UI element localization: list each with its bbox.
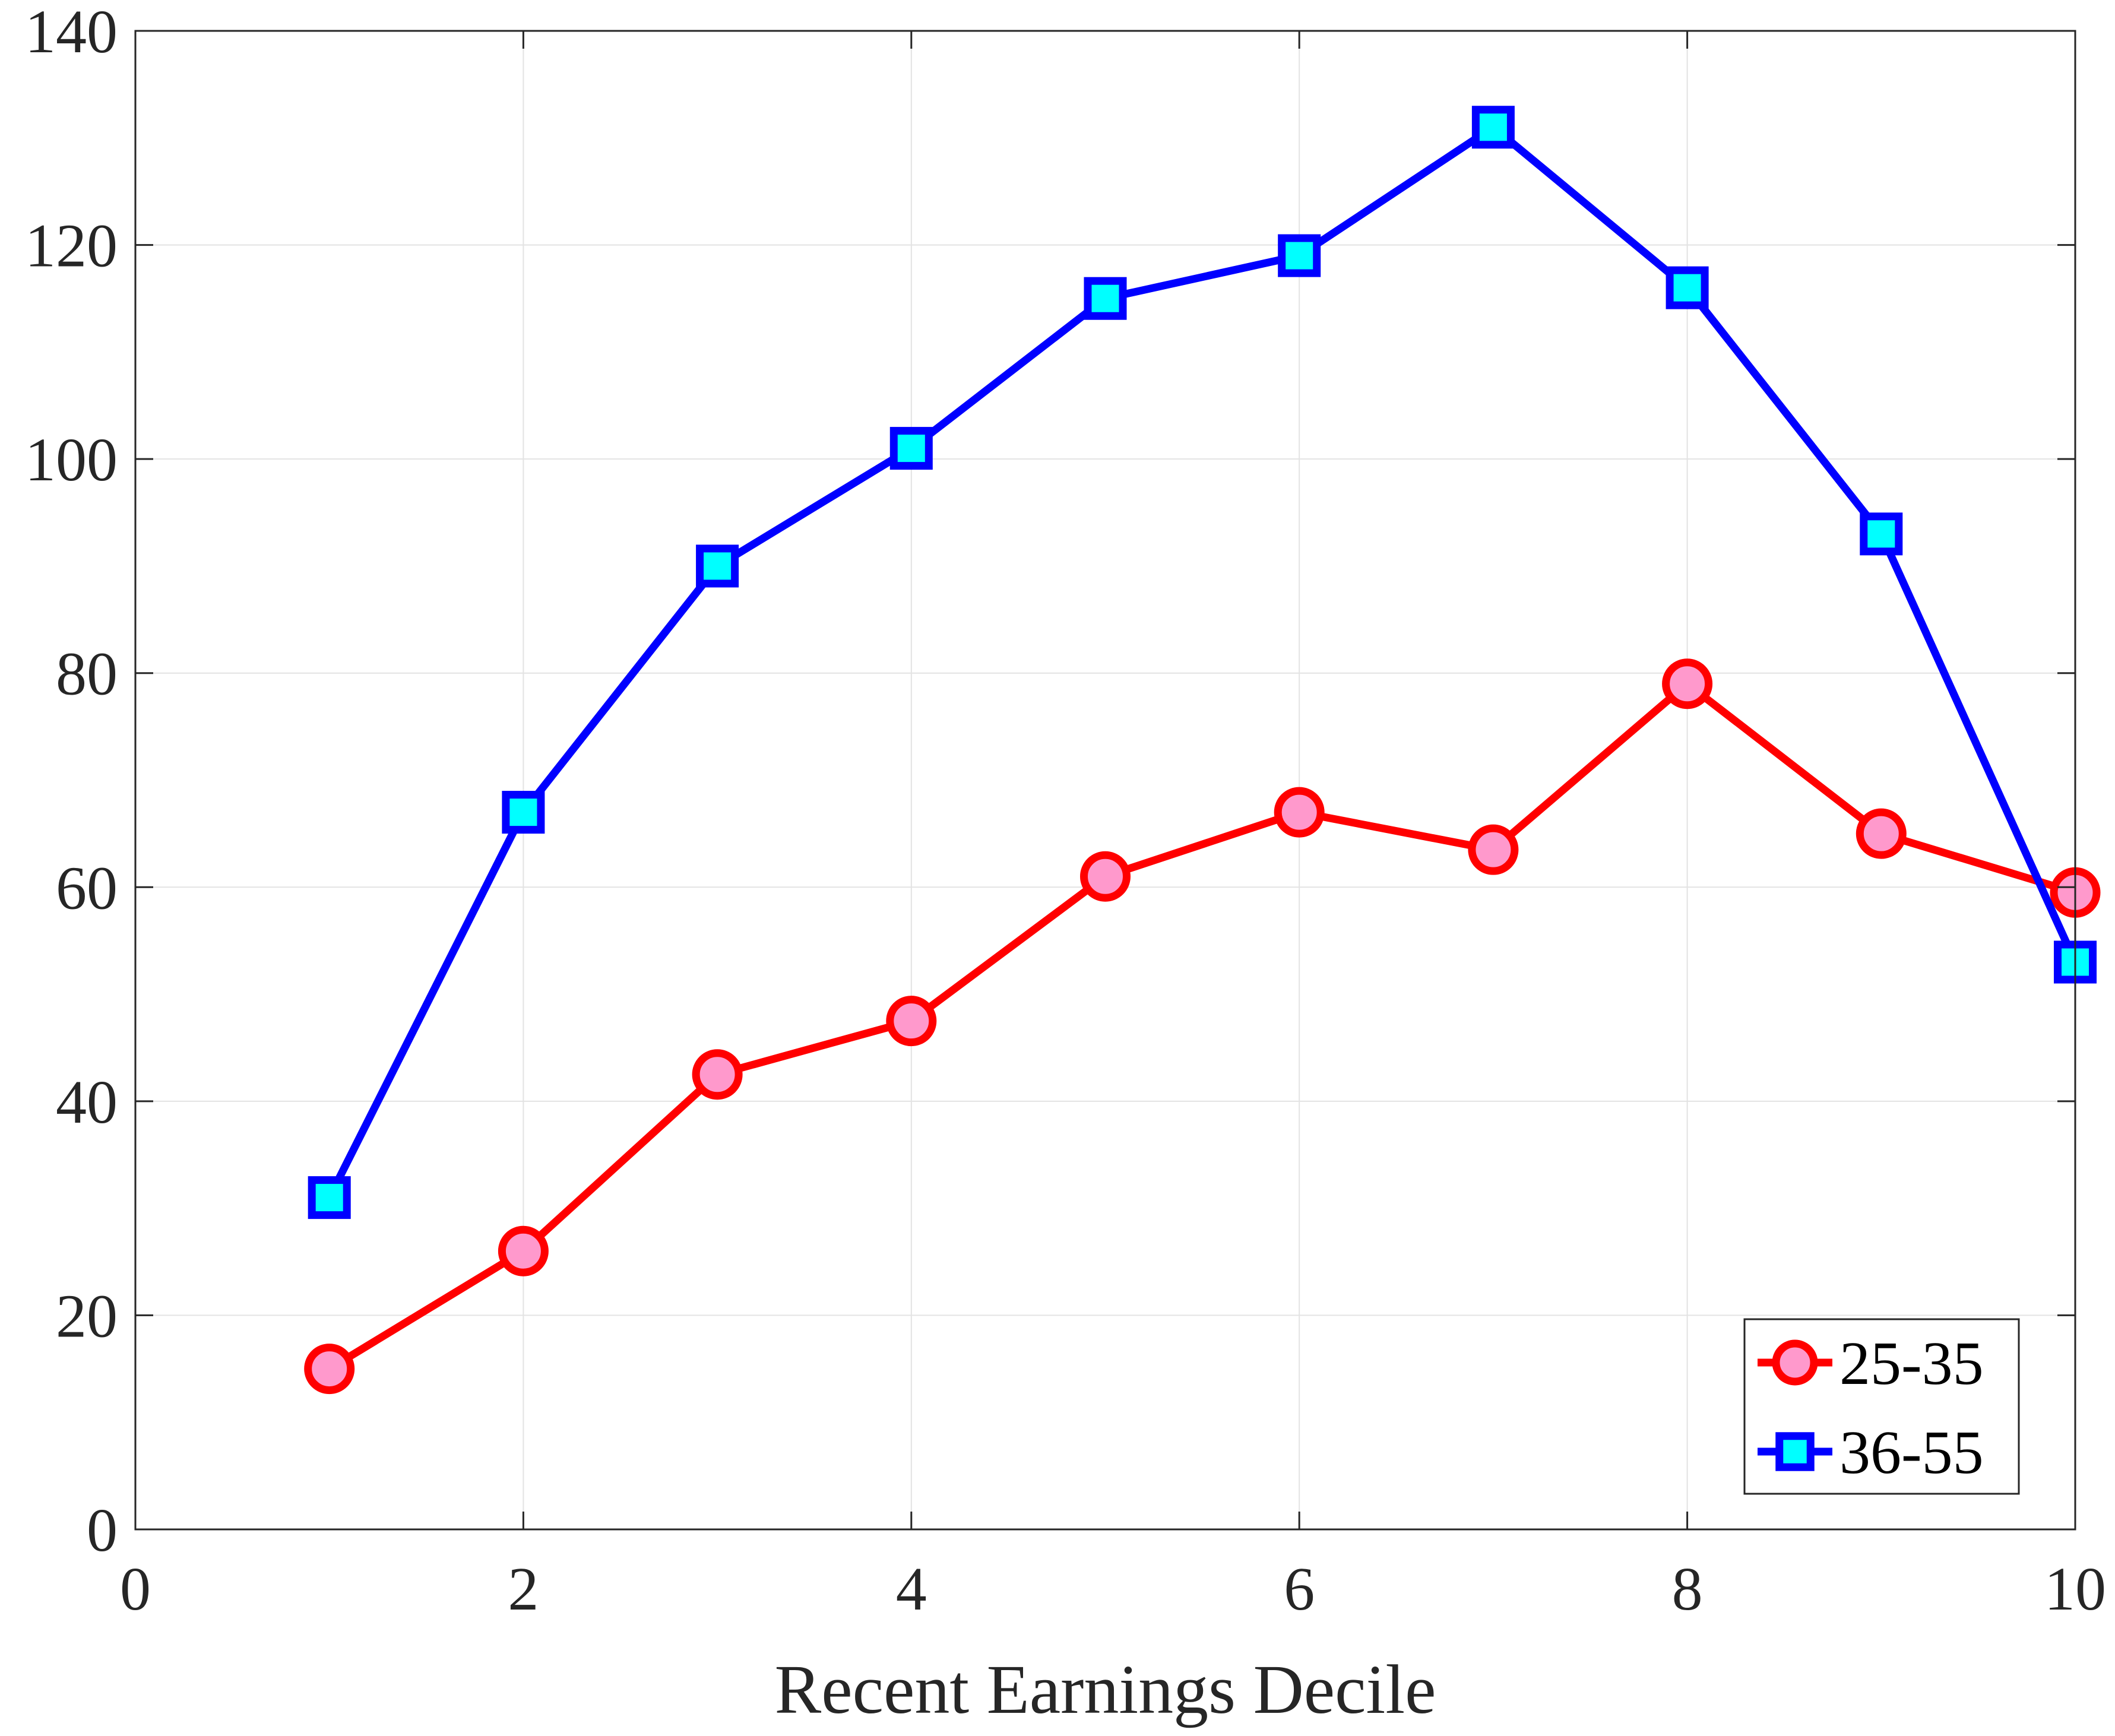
x-tick-label: 6 [1284,1555,1315,1623]
x-tick-label: 10 [2044,1555,2106,1623]
data-point-square [1860,512,1903,556]
y-tick-label: 100 [25,426,118,494]
legend-label: 36-55 [1839,1418,1984,1487]
data-point-circle [498,1225,549,1276]
axis-ticks [134,30,2076,1531]
data-point-circle [692,1049,743,1100]
data-point-circle [1856,808,1907,859]
y-tick-label: 120 [25,212,118,280]
data-point-square [889,427,933,470]
data-point-square [1471,106,1515,149]
plot-area-frame [134,30,2076,1531]
series-group [304,106,2101,1395]
grid-lines [135,31,2075,1529]
data-point-circle [1468,824,1519,875]
data-point-circle [1772,1339,1818,1386]
data-point-circle [1662,658,1713,709]
x-tick-label: 2 [508,1555,539,1623]
data-point-square [1775,1432,1815,1471]
x-axis-label: Recent Earnings Decile [775,1651,1436,1728]
y-tick-label: 140 [25,0,118,66]
y-tick-label: 20 [56,1282,118,1350]
data-point-square [1084,277,1127,320]
y-tick-label: 60 [56,854,118,922]
data-point-circle [304,1344,355,1395]
y-tick-label: 0 [87,1496,118,1564]
data-point-square [502,791,545,834]
data-point-square [1666,266,1709,309]
y-tick-label: 80 [56,640,118,708]
data-point-square [1278,234,1321,277]
series-line [327,680,2076,1373]
legend: 25-35 36-55 [1743,1318,2020,1495]
series-line [325,123,2079,1200]
data-point-square [696,544,739,588]
x-tick-label: 4 [896,1555,927,1623]
data-point-circle [1080,851,1131,902]
y-tick-label: 40 [56,1068,118,1136]
data-point-circle [1274,787,1325,838]
x-tick-label: 0 [120,1555,151,1623]
data-point-square [308,1176,351,1219]
legend-label: 25-35 [1839,1329,1984,1398]
data-point-circle [886,996,937,1047]
x-tick-label: 8 [1672,1555,1703,1623]
series-1 [304,658,2101,1395]
series-2 [308,106,2097,1219]
